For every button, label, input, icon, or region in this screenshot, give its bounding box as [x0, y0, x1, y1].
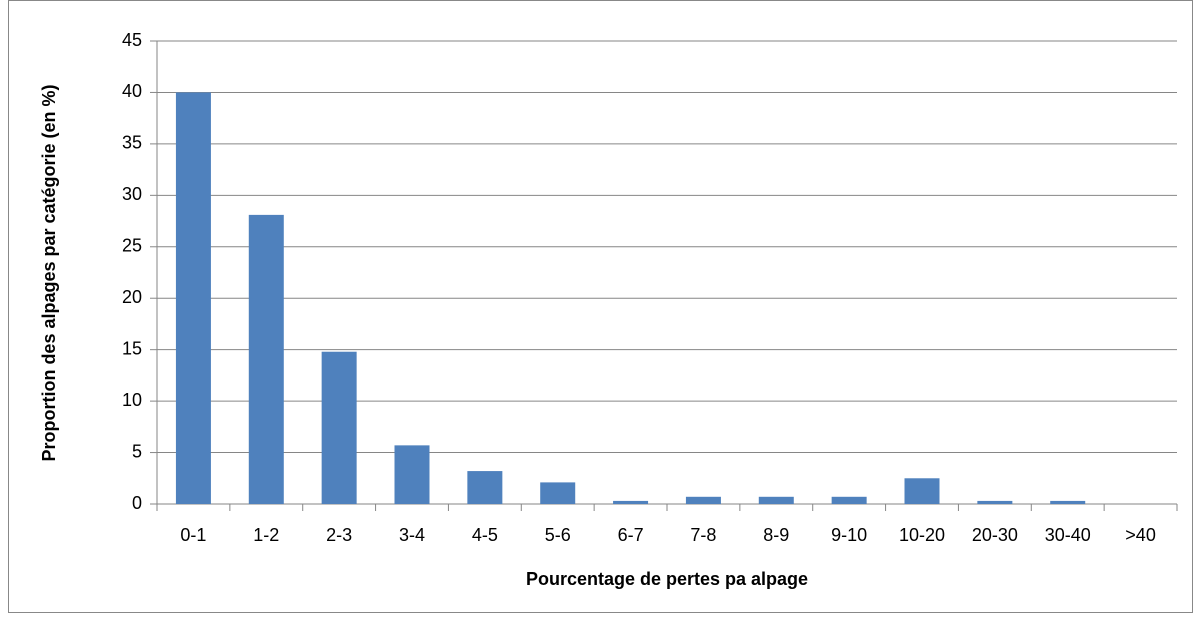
y-tick-label: 10 [122, 390, 142, 410]
x-tick-label: 4-5 [472, 525, 498, 545]
bar [758, 496, 794, 504]
bar [321, 351, 357, 504]
bar [685, 496, 721, 504]
bar [904, 478, 940, 504]
x-tick-label: 20-30 [972, 525, 1018, 545]
y-tick-label: 35 [122, 133, 142, 153]
x-tick-label: 3-4 [399, 525, 425, 545]
x-tick-label: 2-3 [326, 525, 352, 545]
x-tick-label: >40 [1125, 525, 1156, 545]
y-tick-label: 25 [122, 236, 142, 256]
x-axis-title: Pourcentage de pertes pa alpage [526, 569, 808, 589]
x-tick-label: 10-20 [899, 525, 945, 545]
y-tick-label: 30 [122, 184, 142, 204]
bar [394, 445, 430, 504]
bar [977, 500, 1013, 504]
y-tick-label: 20 [122, 287, 142, 307]
x-tick-label: 8-9 [763, 525, 789, 545]
chart-frame [8, 0, 1193, 613]
x-tick-label: 30-40 [1045, 525, 1091, 545]
bar [248, 214, 284, 505]
bar [613, 500, 649, 504]
bar [540, 482, 576, 504]
y-tick-label: 15 [122, 338, 142, 358]
bar [1050, 500, 1086, 504]
y-axis-title: Proportion des alpages par catégorie (en… [39, 84, 59, 462]
bar [831, 496, 867, 504]
x-tick-label: 1-2 [253, 525, 279, 545]
x-tick-label: 9-10 [831, 525, 867, 545]
y-tick-label: 5 [132, 441, 142, 461]
bar [175, 92, 211, 504]
x-tick-label: 6-7 [618, 525, 644, 545]
y-tick-label: 40 [122, 81, 142, 101]
x-tick-label: 5-6 [545, 525, 571, 545]
y-tick-label: 0 [132, 493, 142, 513]
y-tick-label: 45 [122, 30, 142, 50]
bar [467, 471, 503, 504]
x-tick-label: 7-8 [690, 525, 716, 545]
x-tick-label: 0-1 [180, 525, 206, 545]
